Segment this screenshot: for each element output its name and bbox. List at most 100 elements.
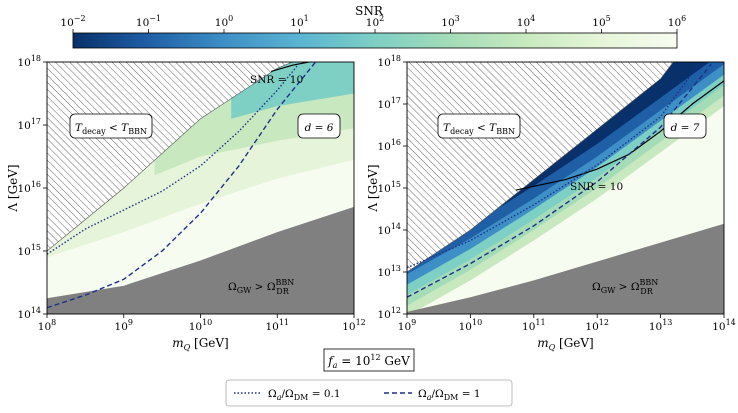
right-bbn-label: Tdecay < TBBN [443, 122, 515, 136]
y-tick-exp: 15 [31, 243, 41, 252]
solid-curve [270, 62, 313, 72]
colorbar-tick-base: 10 [60, 17, 73, 29]
colorbar-tick-label: 102 [366, 14, 384, 29]
x-tick-label: 1014 [712, 318, 736, 333]
x-tick-exp: 9 [128, 318, 133, 327]
x-tick-exp: 8 [51, 318, 56, 327]
y-tick-base: 10 [17, 309, 30, 321]
x-tick-label: 108 [38, 318, 56, 333]
y-tick-base: 10 [377, 267, 390, 279]
y-tick-exp: 16 [31, 180, 41, 189]
y-tick-base: 10 [17, 120, 30, 132]
x-tick-exp: 9 [411, 318, 416, 327]
x-tick-base: 10 [115, 321, 128, 333]
y-tick-base: 10 [377, 309, 390, 321]
gw-excluded-region [407, 223, 724, 314]
right-d-label-box [663, 113, 707, 139]
colorbar-tick-label: 10−1 [136, 14, 161, 29]
colorbar-tick-base: 10 [441, 17, 454, 29]
x-axis-label-sub: Q [549, 343, 556, 352]
x-tick-base: 10 [585, 321, 598, 333]
colorbar-tick-base: 10 [517, 17, 530, 29]
colorbar-tick-base: 10 [366, 17, 379, 29]
dotted-curve [47, 62, 301, 255]
x-tick-exp: 10 [202, 318, 212, 327]
colorbar-tick-base: 10 [592, 17, 605, 29]
y-tick-label: 1015 [17, 243, 41, 258]
legend [225, 379, 513, 407]
colorbar-tick-exp: −1 [149, 14, 161, 23]
left-d-label-box [297, 113, 341, 139]
colorbar-tick-label: 106 [668, 14, 686, 29]
colorbar-tick-exp: 4 [530, 14, 535, 23]
colorbar-tick-exp: 5 [606, 14, 611, 23]
colorbar-tick-exp: −2 [74, 14, 86, 23]
x-tick-base: 10 [398, 321, 411, 333]
x-axis-label-symbol: m [172, 336, 183, 350]
colorbar-tick-label: 10−2 [60, 14, 85, 29]
x-tick-label: 1010 [459, 318, 483, 333]
colorbar-ticks: 10−2 10−1 100 101 102 103 104 105 106 [60, 14, 686, 33]
x-tick-label: 1012 [585, 318, 609, 333]
x-tick-base: 10 [522, 321, 535, 333]
dotted-curve [407, 63, 700, 269]
colorbar-tick-base: 10 [136, 17, 149, 29]
y-tick-label: 1016 [17, 180, 41, 195]
right-d-label: d = 7 [671, 122, 700, 134]
y-tick-exp: 14 [31, 306, 41, 315]
left-bbn-label-box [69, 113, 153, 139]
colorbar-tick-label: 103 [441, 14, 459, 29]
x-axis-label: mQ [GeV] [172, 336, 228, 352]
x-tick-label: 1011 [522, 318, 546, 333]
fa-label: fa = 1012 GeV [327, 353, 410, 370]
x-tick-exp: 10 [472, 318, 482, 327]
y-tick-label: 1018 [17, 54, 41, 69]
colorbar-label: SNR [355, 4, 384, 18]
colorbar-tick-label: 104 [517, 14, 535, 29]
y-tick-exp: 13 [391, 264, 401, 273]
colorbar-tick-label: 105 [592, 14, 610, 29]
colorbar-tick-base: 10 [290, 17, 303, 29]
dashed-curve [47, 62, 317, 309]
x-tick-label: 1011 [265, 318, 289, 333]
colorbar-tick-exp: 3 [455, 14, 460, 23]
y-tick-label: 1012 [377, 306, 401, 321]
legend-item-dotted: Ωa/ΩDM = 0.1 [268, 388, 341, 402]
left-snr-label: SNR = 10 [250, 74, 303, 86]
y-tick-base: 10 [17, 57, 30, 69]
y-tick-exp: 16 [391, 138, 401, 147]
colorbar-tick-base: 10 [668, 17, 681, 29]
colorbar-tick-exp: 0 [228, 14, 233, 23]
y-tick-base: 10 [377, 99, 390, 111]
x-tick-label: 109 [115, 318, 133, 333]
x-tick-exp: 11 [535, 318, 545, 327]
left-panel: 108 109 1010 1011 101210141015101610171018mQ… [6, 54, 366, 352]
x-axis-label-sub: Q [184, 343, 191, 352]
y-tick-exp: 18 [31, 54, 41, 63]
x-tick-exp: 12 [599, 318, 609, 327]
y-tick-base: 10 [377, 183, 390, 195]
colorbar-tick-exp: 6 [681, 14, 686, 23]
y-tick-exp: 12 [391, 306, 401, 315]
y-axis-label: Λ [GeV] [6, 164, 20, 212]
y-tick-label: 1014 [377, 222, 401, 237]
right-panel: 109 1010 1011 1012 1013 101410121013101410151… [366, 54, 736, 352]
x-tick-label: 1012 [342, 318, 366, 333]
y-tick-base: 10 [17, 183, 30, 195]
x-tick-base: 10 [459, 321, 472, 333]
y-tick-label: 1017 [377, 96, 401, 111]
gw-excluded-region [47, 206, 354, 314]
x-tick-base: 10 [342, 321, 355, 333]
y-tick-label: 1013 [377, 264, 401, 279]
y-axis-label: Λ [GeV] [366, 164, 380, 212]
x-tick-label: 109 [398, 318, 416, 333]
colorbar [72, 32, 678, 49]
colorbar-tick-exp: 2 [379, 14, 384, 23]
y-tick-base: 10 [377, 225, 390, 237]
left-d-label: d = 6 [305, 122, 334, 134]
legend-item-dashed: Ωa/ΩDM = 1 [418, 388, 481, 402]
y-tick-label: 1014 [17, 306, 41, 321]
x-tick-exp: 11 [279, 318, 289, 327]
y-tick-label: 1017 [17, 117, 41, 132]
